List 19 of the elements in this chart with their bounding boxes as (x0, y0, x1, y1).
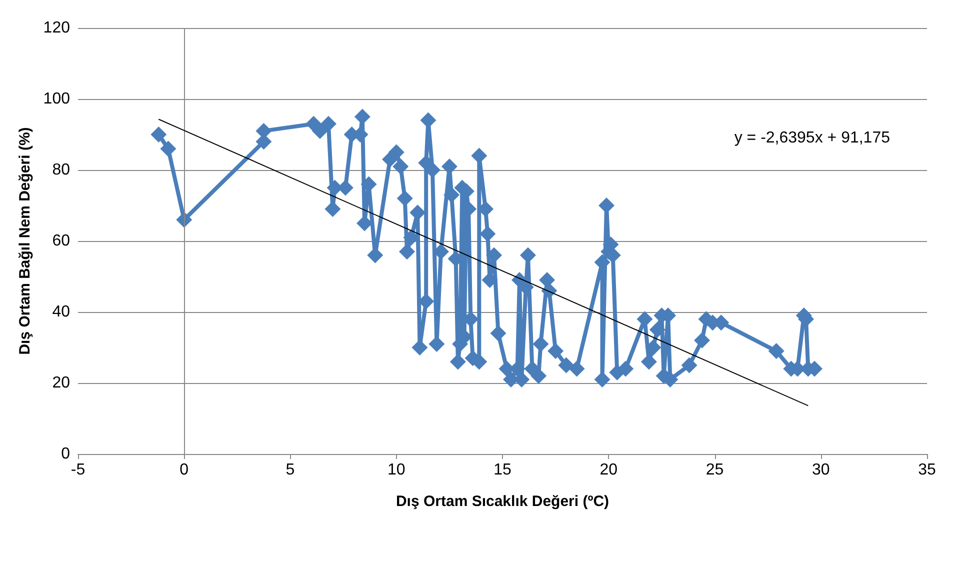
y-tick-label: 0 (61, 446, 70, 462)
x-tick-label: 15 (494, 462, 512, 478)
y-tick-label: 60 (52, 232, 70, 250)
annotation: y = -2,6395x + 91,175 (734, 130, 890, 146)
x-tick-label: 5 (286, 462, 295, 478)
y-tick-label: 40 (52, 304, 70, 320)
x-tick-label: 25 (706, 462, 724, 478)
y-tick-label: 20 (52, 374, 70, 392)
x-tick-label: -5 (70, 462, 86, 478)
x-tick-label: 20 (600, 462, 618, 478)
y-tick-label: 100 (43, 90, 70, 108)
x-tick-label: 35 (918, 462, 936, 478)
x-tick-label: 0 (180, 462, 189, 478)
x-axis-title: Dış Ortam Sıcaklık Değeri (ºC) (396, 493, 610, 510)
y-tick-label: 80 (52, 162, 70, 178)
y-tick-label: 120 (43, 20, 70, 36)
x-tick-label: 30 (812, 462, 830, 478)
y-axis-title: Dış Ortam Bağıl Nem Değeri (%) (16, 127, 34, 355)
x-tick-label: 10 (387, 462, 406, 478)
